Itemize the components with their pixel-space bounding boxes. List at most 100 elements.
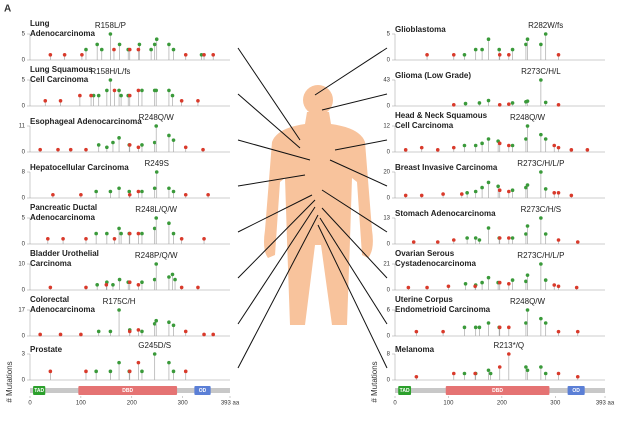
x-tick-label: 100 xyxy=(443,401,454,407)
y-tick-label: 21 xyxy=(383,262,390,268)
hotspot-label: R273C/H/L xyxy=(521,67,561,76)
lollipop-head xyxy=(127,231,132,236)
domain xyxy=(398,386,412,395)
lollipop-head xyxy=(539,42,543,47)
lollipop-head xyxy=(510,47,515,52)
lollipop-head xyxy=(575,329,580,334)
hotspot-label: R248L/Q/W xyxy=(135,205,177,214)
panel-title: Colorectal xyxy=(30,295,69,304)
lollipop-head xyxy=(79,192,83,197)
lollipop-head xyxy=(183,369,188,374)
lollipop-head xyxy=(497,325,502,330)
lollipop-head xyxy=(154,262,159,266)
x-tick-label: 0 xyxy=(393,401,397,407)
lollipop-head xyxy=(95,283,99,287)
panel-title: Adenocarcinoma xyxy=(30,213,95,222)
panel: 0 3 Prostate G245D/S TAD DBD OD 0 100 200 300 393 a… xyxy=(5,341,240,406)
lollipop-head xyxy=(108,189,113,194)
lollipop-head xyxy=(552,191,557,195)
lollipop-head xyxy=(48,53,53,57)
y-tick-label: 20 xyxy=(383,170,390,176)
lollipop-head xyxy=(510,236,515,240)
y-tick-label: 0 xyxy=(387,242,391,248)
lollipop-head xyxy=(171,231,176,236)
panel-title: Head & Neck Squamous xyxy=(395,111,488,120)
lollipop-head xyxy=(411,240,416,244)
lollipop-head xyxy=(486,180,491,185)
connector xyxy=(314,47,388,96)
lollipop-head xyxy=(556,191,561,195)
lollipop-head xyxy=(477,325,482,330)
lollipop-head xyxy=(167,133,171,138)
lollipop-head xyxy=(84,285,88,290)
hotspot-label: R282W/fs xyxy=(528,21,563,30)
lollipop-head xyxy=(108,78,113,82)
lollipop-head xyxy=(507,282,511,286)
lollipop-head xyxy=(152,186,157,191)
lollipop-head xyxy=(84,237,88,241)
panel-title: Glioma (Low Grade) xyxy=(395,71,471,80)
lollipop-head xyxy=(137,42,142,47)
lollipop-head xyxy=(543,371,548,376)
panel: 0 13 Stomach Adenocarcinoma R273C/H/S xyxy=(383,205,605,248)
lollipop-head xyxy=(140,189,144,194)
lollipop-head xyxy=(140,88,144,93)
lollipop-head xyxy=(486,275,491,280)
lollipop-head xyxy=(171,138,176,142)
lollipop-head xyxy=(140,231,144,236)
connector xyxy=(321,189,388,233)
lollipop-head xyxy=(111,140,115,145)
lollipop-head xyxy=(473,47,478,52)
lollipop-head xyxy=(543,278,548,282)
hotspot-label: R273C/H/S xyxy=(521,205,561,214)
lollipop-head xyxy=(451,102,456,107)
lollipop-head xyxy=(136,360,141,365)
y-tick-label: 5 xyxy=(387,32,391,38)
panel: 0 43 Glioma (Low Grade) R273C/H/L xyxy=(383,67,605,110)
lollipop-head xyxy=(152,42,157,47)
lollipop-head xyxy=(140,280,144,285)
lollipop-head xyxy=(95,42,99,47)
x-tick-label: 200 xyxy=(497,401,508,407)
y-tick-label: 3 xyxy=(22,352,26,358)
lollipop-head xyxy=(140,369,144,374)
lollipop-head xyxy=(89,93,93,98)
lollipop-head xyxy=(556,53,561,57)
lollipop-head xyxy=(183,145,188,150)
y-tick-label: 5 xyxy=(22,78,26,84)
lollipop-head xyxy=(451,53,456,57)
lollipop-head xyxy=(510,101,515,105)
panel: 0 8 Hepatocellular Carcinoma R249S xyxy=(22,159,230,202)
lollipop-head xyxy=(179,285,184,290)
lollipop-head xyxy=(497,141,502,146)
y-axis-label: # Mutations xyxy=(370,361,379,402)
lollipop-head xyxy=(154,170,159,174)
x-tick-label: 300 xyxy=(178,401,189,407)
lollipop-head xyxy=(462,325,467,330)
hotspot-label: R248P/Q/W xyxy=(135,251,178,260)
lollipop-head xyxy=(78,93,82,98)
connector xyxy=(334,139,388,151)
lollipop-head xyxy=(507,143,511,148)
lollipop-head xyxy=(462,371,467,376)
y-tick-label: 0 xyxy=(387,378,391,384)
head xyxy=(303,85,333,115)
panel-title: Endometrioid Carcinoma xyxy=(395,305,491,314)
connector xyxy=(237,199,316,279)
lollipop-head xyxy=(486,321,491,325)
hotspot-label: R158L/P xyxy=(95,21,126,30)
lollipop-head xyxy=(497,365,502,369)
lollipop-head xyxy=(488,371,493,376)
lollipop-head xyxy=(127,93,132,98)
lollipop-head xyxy=(154,37,159,41)
lollipop-head xyxy=(525,368,530,373)
connector xyxy=(237,93,301,149)
hotspot-label: R248Q/W xyxy=(139,113,175,122)
lollipop-head xyxy=(539,316,543,321)
connectors xyxy=(237,47,388,369)
lollipop-head xyxy=(473,236,478,240)
torso xyxy=(264,112,373,325)
lollipop-head xyxy=(525,183,530,187)
lollipop-head xyxy=(179,237,184,241)
